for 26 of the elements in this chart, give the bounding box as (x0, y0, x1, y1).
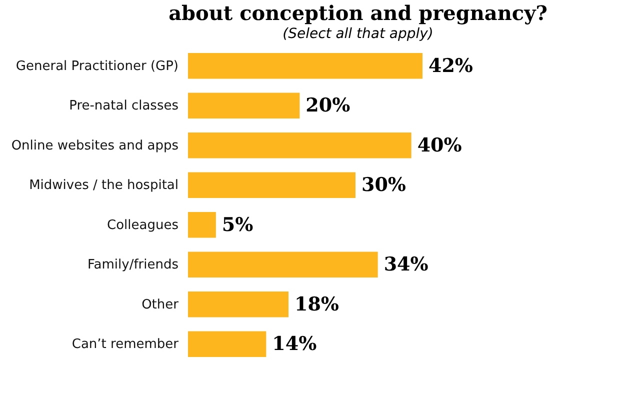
y-tick-label: Pre-natal classes (69, 98, 179, 114)
y-tick-label: Colleagues (107, 218, 179, 233)
data-label: 5% (222, 214, 254, 236)
y-tick-label: Family/friends (87, 258, 179, 273)
y-tick-label: Can’t remember (72, 337, 180, 352)
chart-subtitle: (Select all that apply) (282, 26, 434, 42)
data-label: 18% (294, 293, 339, 316)
data-label: 14% (272, 333, 317, 356)
bar (188, 291, 288, 318)
y-tick-label: Midwives / the hospital (29, 178, 178, 194)
bar (188, 52, 422, 79)
chart-title: about conception and pregnancy? (168, 1, 548, 25)
bar (188, 92, 300, 119)
data-label: 40% (417, 134, 462, 156)
bar (188, 212, 216, 238)
data-label: 42% (428, 54, 473, 77)
y-tick-label: Other (142, 297, 180, 312)
bar (188, 331, 266, 358)
data-label: 30% (361, 174, 406, 196)
bar (188, 252, 378, 278)
data-label: 34% (384, 254, 428, 276)
bar (188, 132, 412, 158)
y-tick-label: General Practitioner (GP) (16, 58, 178, 74)
data-label: 20% (306, 94, 350, 117)
y-tick-label: Online websites and apps (11, 138, 179, 154)
bar (188, 172, 356, 198)
